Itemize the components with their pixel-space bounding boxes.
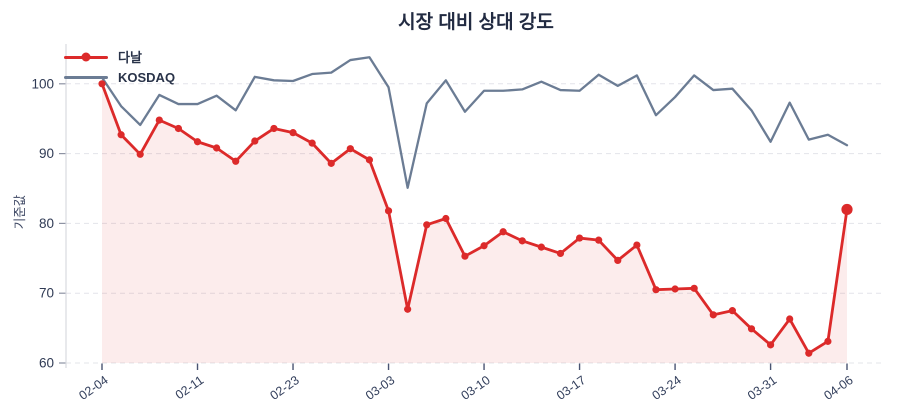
x-tick-label-03-17: 03-17 (554, 373, 588, 403)
danal-marker-36 (786, 315, 794, 323)
danal-marker-9 (270, 124, 278, 133)
danal-marker-19 (461, 252, 469, 260)
danal-marker-29 (652, 286, 660, 294)
danal-marker-16 (404, 305, 412, 313)
x-tick-label-03-24: 03-24 (650, 373, 684, 403)
danal-marker-24 (556, 249, 565, 258)
x-tick-label-04-06: 04-06 (821, 373, 855, 403)
y-tick-label-70: 70 (39, 286, 54, 301)
danal-marker-26 (595, 236, 603, 244)
danal-marker-33 (728, 307, 736, 315)
legend-item-kosdaq: KOSDAQ (64, 67, 175, 87)
danal-marker-22 (518, 237, 526, 245)
danal-marker-34 (747, 325, 756, 333)
danal-marker-11 (308, 139, 316, 147)
y-tick-label-100: 100 (31, 76, 54, 91)
danal-marker-0 (98, 80, 106, 88)
x-tick-label-03-10: 03-10 (459, 373, 493, 403)
danal-marker-13 (346, 145, 354, 153)
legend: 다날 KOSDAQ (64, 47, 175, 87)
legend-item-danal: 다날 (64, 47, 175, 67)
danal-marker-1 (117, 131, 125, 139)
danal-marker-37 (805, 349, 813, 357)
danal-marker-3 (155, 116, 163, 124)
y-axis-title: 기준값 (13, 194, 27, 230)
danal-line-swatch (64, 52, 108, 62)
kosdaq-line (100, 56, 849, 189)
danal-marker-12 (327, 159, 335, 167)
danal-marker-38 (824, 337, 832, 345)
danal-marker-18 (442, 214, 450, 223)
danal-marker-6 (213, 144, 221, 152)
danal-marker-4 (174, 124, 183, 133)
danal-area-fill (102, 83, 847, 364)
danal-marker-dot (81, 52, 91, 62)
danal-marker-14 (365, 156, 374, 164)
legend-label-danal: 다날 (118, 49, 142, 65)
danal-marker-8 (251, 137, 259, 145)
danal-marker-21 (499, 228, 507, 236)
danal-marker-10 (289, 129, 297, 137)
x-tick-label-03-31: 03-31 (745, 373, 779, 403)
danal-marker-17 (423, 221, 431, 229)
danal-marker-5 (193, 138, 202, 146)
danal-line (100, 82, 849, 355)
danal-marker-31 (690, 284, 698, 292)
y-tick-label-80: 80 (39, 216, 54, 231)
x-tick-label-02-11: 02-11 (173, 373, 206, 402)
danal-marker-20 (480, 242, 488, 250)
danal-marker-30 (671, 285, 679, 293)
x-tick-label-02-04: 02-04 (76, 373, 110, 403)
danal-marker-25 (575, 234, 584, 242)
legend-label-kosdaq: KOSDAQ (118, 69, 176, 85)
danal-marker-23 (537, 243, 545, 251)
y-tick-label-90: 90 (39, 146, 54, 161)
danal-marker-2 (136, 150, 144, 158)
danal-marker-32 (709, 311, 717, 319)
danal-marker-27 (614, 256, 622, 264)
danal-marker-39 (841, 203, 853, 216)
danal-marker-7 (232, 157, 240, 165)
x-tick-label-02-23: 02-23 (268, 373, 302, 403)
danal-marker-35 (766, 341, 775, 349)
kosdaq-line-swatch (64, 75, 108, 79)
danal-marker-15 (384, 207, 393, 215)
danal-marker-28 (633, 241, 641, 249)
x-tick-label-03-03: 03-03 (363, 373, 397, 403)
chart-title: 시장 대비 상대 강도 (398, 12, 554, 33)
y-tick-label-60: 60 (39, 356, 54, 371)
